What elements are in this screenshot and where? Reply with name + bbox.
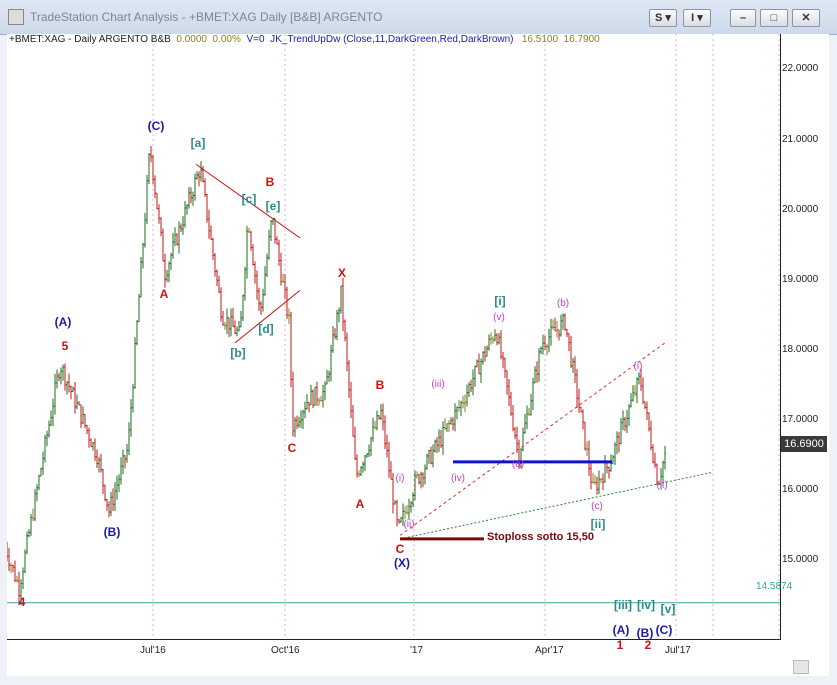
wave-label: (iii): [431, 378, 445, 390]
wave-label: [v]: [660, 601, 676, 616]
channel-green-dashed: [399, 471, 713, 540]
wave-label: (i): [395, 473, 405, 485]
indicator-value-1: 16.5100: [521, 34, 559, 45]
wave-label: (B): [103, 524, 121, 539]
y-tick: 16.0000: [782, 484, 819, 495]
indicator-value-2: 16.7900: [563, 34, 600, 45]
symbol-info: +BMET:XAG - Daily ARGENTO B&B: [9, 34, 171, 45]
y-tick: 22.0000: [782, 63, 819, 74]
close-button[interactable]: ✕: [792, 9, 820, 27]
wave-label: [c]: [241, 192, 257, 207]
wave-label: (A): [612, 622, 630, 637]
wave-label: B: [375, 377, 385, 392]
wave-label: [a]: [190, 136, 206, 151]
app-icon: [8, 9, 24, 25]
change-pct: 0.00%: [212, 34, 241, 45]
x-tick: Oct'16: [271, 645, 300, 656]
wave-label: C: [395, 542, 405, 557]
wave-label: [e]: [265, 199, 281, 214]
resize-grip[interactable]: [793, 660, 809, 674]
y-tick: 15.0000: [782, 554, 819, 565]
channel-red-dashed: [399, 342, 666, 536]
y-tick: 20.0000: [782, 204, 819, 215]
wave-label: 2: [644, 638, 652, 653]
wave-label: (b): [556, 298, 570, 310]
wave-label: [iii]: [614, 598, 632, 613]
y-tick: 17.0000: [782, 414, 819, 425]
wave-label: (X): [394, 556, 410, 571]
wave-label: (A): [54, 314, 72, 329]
wave-label: (i): [633, 361, 643, 373]
y-tick: 21.0000: [782, 134, 819, 145]
indicator-label: JK_TrendUpDw (Close,11,DarkGreen,Red,Dar…: [270, 34, 514, 45]
wave-label: (c): [591, 501, 603, 513]
wave-label: [iv]: [637, 598, 655, 613]
wave-label: C: [287, 440, 297, 455]
chart-area[interactable]: +BMET:XAG - Daily ARGENTO B&B 0.0000 0.0…: [7, 34, 829, 676]
chart-header: +BMET:XAG - Daily ARGENTO B&B 0.0000 0.0…: [9, 34, 600, 45]
y-axis-line: [780, 34, 781, 640]
wave-label: A: [355, 496, 365, 511]
y-tick: 18.0000: [782, 344, 819, 355]
i-dropdown-button[interactable]: I ▾: [683, 9, 711, 27]
y-tick: 19.0000: [782, 274, 819, 285]
wave-label: (B): [636, 626, 654, 641]
wave-label: (ii): [656, 480, 668, 492]
wave-label: (ii): [403, 518, 415, 530]
x-tick: '17: [410, 645, 424, 656]
minimize-button[interactable]: –: [730, 9, 756, 27]
wave-label: B: [265, 174, 275, 189]
window-title: TradeStation Chart Analysis - +BMET:XAG …: [30, 10, 383, 24]
last-price-box: 16.6900: [781, 436, 827, 452]
wave-label: (C): [147, 118, 165, 133]
trendline-bottom: [234, 290, 301, 344]
wave-label: (C): [655, 622, 673, 637]
wave-label: 5: [61, 339, 69, 354]
s-dropdown-button[interactable]: S ▾: [649, 9, 677, 27]
wave-label: (a): [511, 459, 525, 471]
level-line-label: 14.5874: [756, 581, 793, 592]
wave-label: [ii]: [590, 516, 606, 531]
wave-label: A: [159, 286, 169, 301]
wave-label: (iv): [451, 473, 465, 485]
change-value: 0.0000: [176, 34, 207, 45]
wave-label: [b]: [230, 346, 246, 361]
wave-label: [i]: [494, 293, 506, 308]
volume-value: V=0: [246, 34, 265, 45]
wave-label: 4: [18, 594, 26, 609]
x-tick: Jul'17: [665, 645, 691, 656]
wave-label: (v): [493, 312, 505, 324]
wave-label: [d]: [258, 321, 274, 336]
title-bar: TradeStation Chart Analysis - +BMET:XAG …: [0, 0, 837, 35]
trendline-top: [195, 163, 301, 239]
maximize-button[interactable]: □: [760, 9, 788, 27]
wave-label: X: [337, 265, 347, 280]
stoploss-label: Stoploss sotto 15,50: [487, 531, 594, 543]
wave-label: 1: [616, 638, 624, 653]
x-tick: Jul'16: [140, 645, 166, 656]
price-chart: [7, 34, 780, 640]
x-tick: Apr'17: [535, 645, 564, 656]
x-axis-line: [7, 639, 781, 640]
